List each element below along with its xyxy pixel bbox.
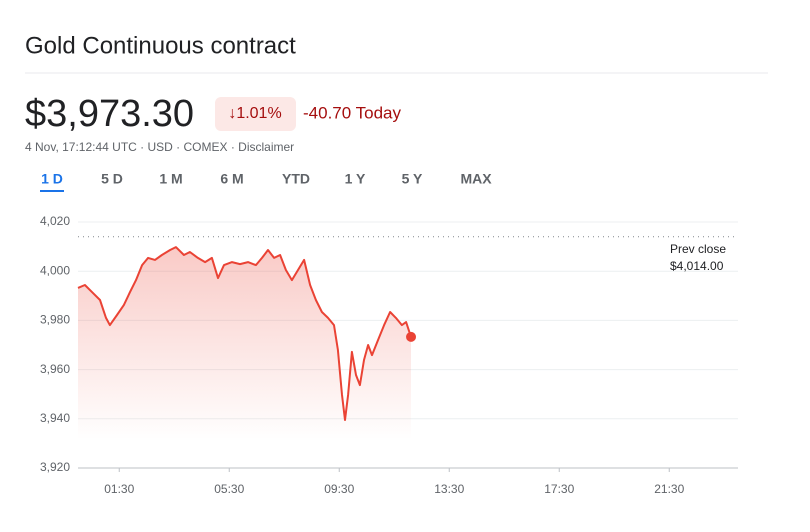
x-tick-label: 01:30 <box>104 482 134 496</box>
change-pill <box>215 97 296 131</box>
range-tab[interactable]: MAX <box>460 171 492 187</box>
range-tab[interactable]: 1 Y <box>345 171 366 187</box>
x-tick-label: 13:30 <box>434 482 464 496</box>
title: Gold Continuous contract <box>25 32 296 59</box>
y-tick-label: 3,960 <box>40 362 70 376</box>
meta: 4 Nov, 17:12:44 UTC · USD · COMEX · Disc… <box>25 140 294 154</box>
range-tab[interactable]: 6 M <box>220 171 243 187</box>
y-tick-label: 3,940 <box>40 411 70 425</box>
x-tick-label: 05:30 <box>214 482 244 496</box>
range-tab[interactable]: YTD <box>282 171 310 187</box>
y-tick-label: 3,920 <box>40 460 70 474</box>
x-tick-label: 21:30 <box>654 482 684 496</box>
y-tick-label: 3,980 <box>40 313 70 327</box>
range-tab[interactable]: 1 D <box>41 171 63 187</box>
price: $3,973.30 <box>25 93 194 135</box>
prev-close-label: $4,014.00 <box>670 259 724 273</box>
area <box>78 247 411 440</box>
x-tick-label: 09:30 <box>324 482 354 496</box>
change-today: -40.70 Today <box>303 103 401 122</box>
last-point <box>406 331 417 342</box>
x-tick-label: 17:30 <box>544 482 574 496</box>
range-tab[interactable]: 5 Y <box>402 171 423 187</box>
change-percent: ↓1.01% <box>228 105 281 122</box>
range-tab[interactable]: 5 D <box>101 171 123 187</box>
range-underline <box>40 190 64 192</box>
range-tab[interactable]: 1 M <box>159 171 182 187</box>
y-tick-label: 4,000 <box>40 263 70 277</box>
price-line <box>77 246 412 421</box>
y-tick-label: 4,020 <box>40 214 70 228</box>
prev-close-title: Prev close <box>670 242 726 256</box>
